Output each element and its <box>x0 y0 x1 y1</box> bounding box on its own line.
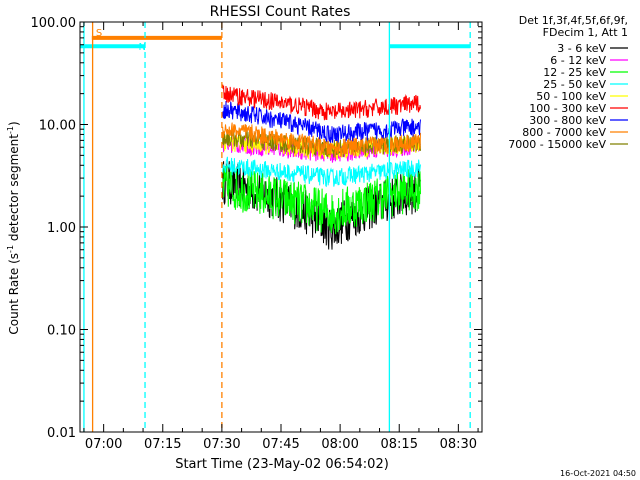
series-line <box>222 122 421 158</box>
legend-entry-label: 50 - 100 keV <box>536 90 606 103</box>
x-tick-label: 08:30 <box>440 437 477 452</box>
y-tick-label: 0.10 <box>47 324 76 339</box>
flags-layer: SN <box>80 28 471 53</box>
y-tick-label: 0.01 <box>47 426 76 441</box>
series-line <box>222 100 421 143</box>
y-tick-label: 100.00 <box>31 16 77 31</box>
legend-entry-label: 25 - 50 keV <box>543 78 606 91</box>
legend-header: Det 1f,3f,4f,5f,6f,9f, <box>519 14 628 27</box>
vertical-markers <box>83 22 471 432</box>
x-tick-label: 07:00 <box>85 437 122 452</box>
chart-title: RHESSI Count Rates <box>210 4 351 20</box>
series-line <box>222 84 421 121</box>
x-tick-label: 07:30 <box>203 437 240 452</box>
legend-entry-label: 100 - 300 keV <box>529 102 606 115</box>
y-axis-label: Count Rate (s-1 detector segment-1) <box>6 121 21 334</box>
plot-frame <box>79 21 483 433</box>
legend-entry-label: 6 - 12 keV <box>550 54 606 67</box>
footer-date: 16-Oct-2021 04:50 <box>560 469 636 478</box>
flag-label: S <box>96 28 102 39</box>
y-tick-label: 1.00 <box>47 221 76 236</box>
series-layer <box>222 84 421 250</box>
legend-header: FDecim 1, Att 1 <box>543 26 628 39</box>
series-line <box>222 156 421 188</box>
legend-entry-label: 800 - 7000 keV <box>522 126 606 139</box>
legend-entry-label: 12 - 25 keV <box>543 66 606 79</box>
legend-entry-label: 300 - 800 keV <box>529 114 606 127</box>
axes: 100.00 10.00 1.00 0.10 0.01 07:00 07:15 07:30 07… <box>31 16 483 452</box>
x-tick-label: 07:15 <box>144 437 181 452</box>
y-tick-label: 10.00 <box>39 119 76 134</box>
legend-entry-label: 7000 - 15000 keV <box>508 138 606 151</box>
flag-label: N <box>139 42 146 53</box>
x-tick-label: 07:45 <box>262 437 299 452</box>
legend: Det 1f,3f,4f,5f,6f,9f,FDecim 1, Att 1 3 -… <box>508 14 628 151</box>
x-tick-label: 08:00 <box>321 437 358 452</box>
legend-entry-label: 3 - 6 keV <box>557 42 606 55</box>
x-axis-label: Start Time (23-May-02 06:54:02) <box>175 457 389 472</box>
x-tick-label: 08:15 <box>381 437 418 452</box>
